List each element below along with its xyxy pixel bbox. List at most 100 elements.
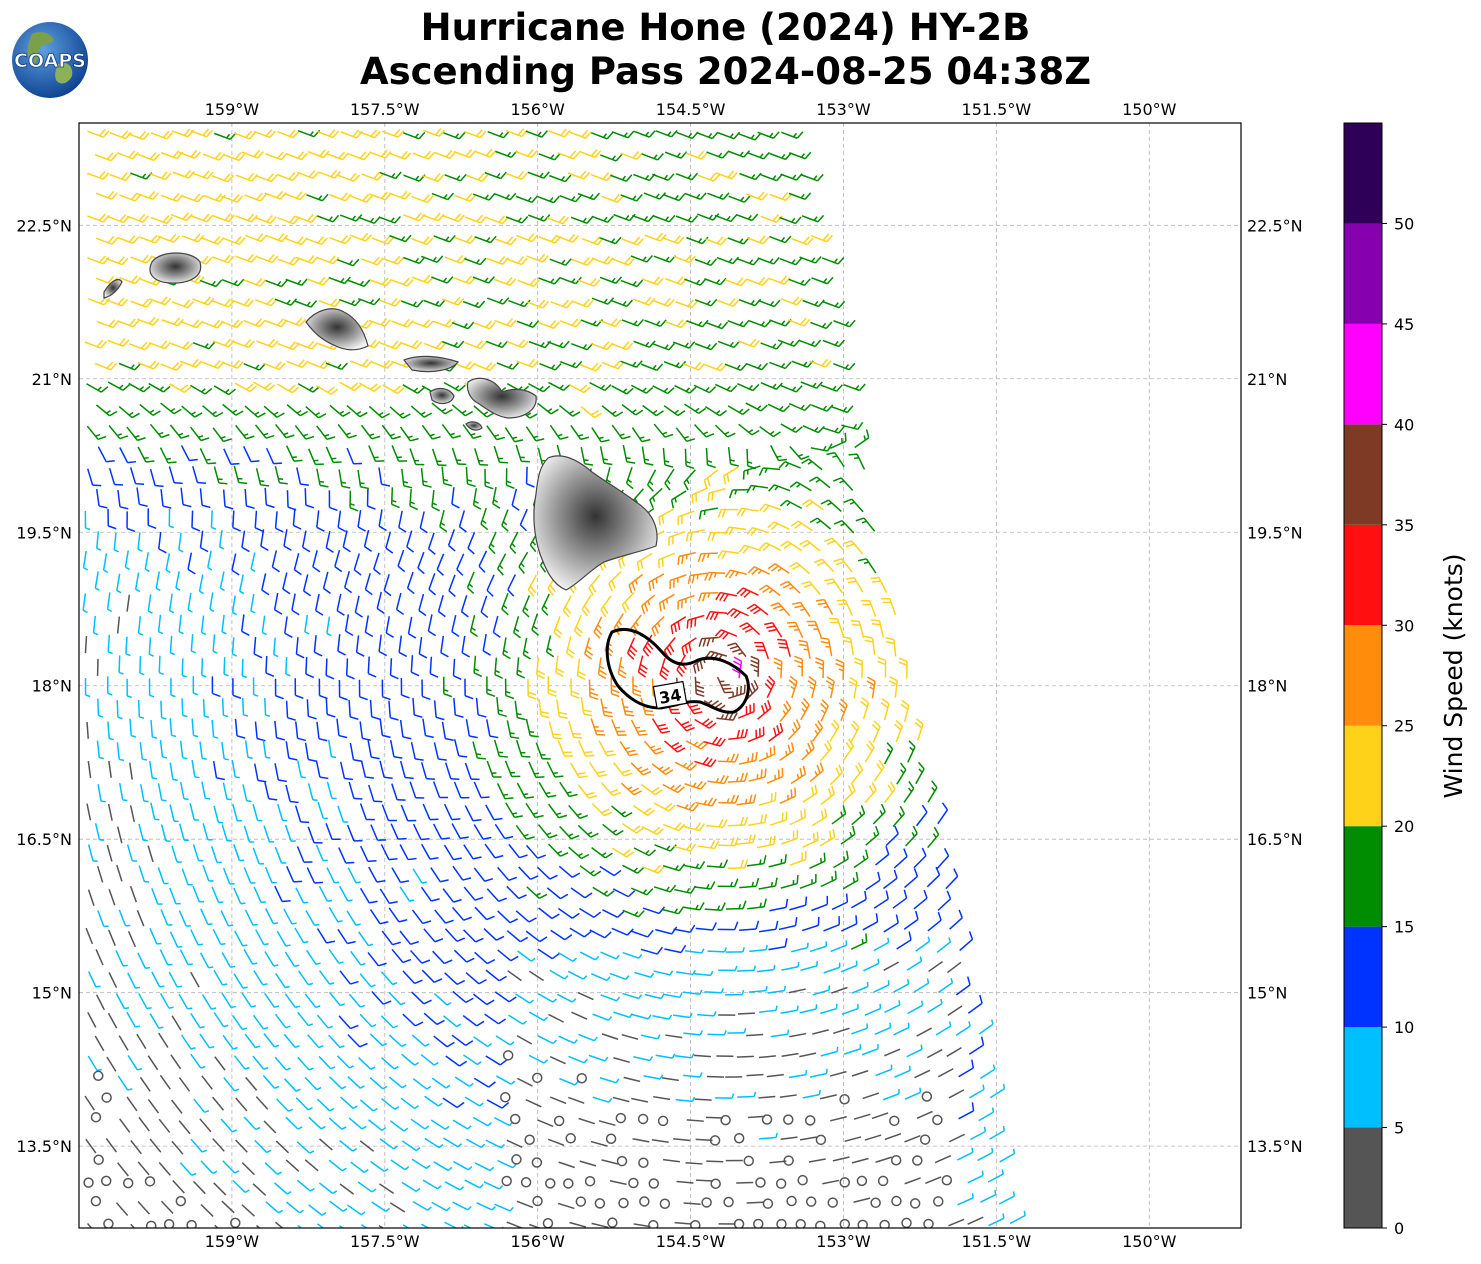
wind-barb	[674, 761, 698, 771]
wind-barb	[379, 718, 391, 739]
wind-barb	[297, 383, 321, 393]
wind-barb	[139, 1076, 151, 1092]
wind-barb	[830, 940, 848, 953]
wind-barb	[411, 319, 434, 329]
wind-barb	[423, 341, 447, 351]
wind-barb	[116, 826, 123, 844]
wind-barb	[371, 235, 394, 245]
wind-barb	[87, 128, 110, 138]
wind-barb	[799, 1052, 817, 1058]
wind-barb	[653, 214, 676, 223]
wind-barb	[87, 844, 98, 863]
wind-barb	[652, 1014, 673, 1020]
wind-barb	[537, 993, 557, 1003]
wind-barb	[934, 1155, 952, 1164]
wind-barb	[190, 1053, 206, 1069]
wind-barb	[745, 362, 769, 371]
wind-barb	[213, 1012, 229, 1028]
wind-barb	[697, 552, 719, 563]
wind-barb	[580, 697, 593, 717]
wind-barb	[759, 1132, 778, 1140]
wind-barb	[673, 1138, 691, 1142]
wind-barb	[906, 956, 923, 971]
wind-barb	[107, 803, 113, 821]
wind-barb	[571, 256, 594, 267]
wind-barb	[631, 1013, 652, 1020]
wind-barb	[641, 783, 663, 796]
wind-barb	[914, 1069, 931, 1079]
wind-barb	[632, 296, 656, 306]
wind-barb	[306, 867, 324, 884]
wind-barb	[870, 1197, 881, 1209]
wind-barb	[379, 297, 402, 307]
wind-barb	[674, 1221, 692, 1225]
wind-barb	[389, 658, 399, 680]
wind-barb	[525, 844, 546, 859]
wind-barb	[621, 823, 644, 834]
wind-barb	[379, 888, 398, 905]
wind-barb	[704, 362, 727, 372]
wind-barb	[264, 487, 275, 509]
wind-barb	[463, 1224, 473, 1228]
wind-barb	[368, 317, 391, 327]
wind-barb	[904, 1177, 921, 1185]
wind-barb	[97, 446, 115, 463]
wind-barb	[360, 424, 381, 440]
wind-barb	[805, 1196, 817, 1207]
wind-barb	[221, 278, 245, 287]
wind-barb	[273, 637, 279, 658]
wind-barb	[601, 360, 625, 370]
wind-barb	[407, 616, 417, 639]
wind-barb	[338, 847, 355, 864]
wind-barb	[485, 804, 503, 821]
wind-barb	[537, 319, 561, 329]
wind-barb	[367, 740, 380, 760]
wind-barb	[693, 384, 717, 394]
colorbar-tick-label: 50	[1394, 214, 1414, 233]
wind-barb	[327, 739, 337, 759]
wind-barb	[214, 1224, 219, 1228]
wind-barb	[85, 1138, 97, 1154]
wind-barb	[106, 844, 113, 862]
wind-barb	[840, 960, 858, 973]
lon-tick-label: 156°W	[511, 100, 566, 119]
wind-barb	[525, 930, 548, 943]
wind-barb	[715, 591, 738, 602]
wind-barb	[777, 339, 801, 347]
wind-barb	[345, 658, 355, 680]
wind-barb	[191, 510, 201, 532]
wind-barb	[789, 561, 811, 575]
wind-barb	[422, 128, 446, 138]
wind-barb	[370, 1160, 389, 1173]
wind-barb	[547, 843, 569, 857]
wind-barb	[921, 1091, 933, 1102]
wind-barb	[254, 297, 278, 307]
wind-barb	[336, 718, 348, 739]
wind-barb	[1009, 1210, 1026, 1225]
wind-barb	[222, 782, 232, 801]
wind-barb	[190, 929, 203, 946]
wind-barb	[378, 216, 401, 224]
wind-barb	[558, 1161, 575, 1169]
wind-barb	[357, 469, 370, 490]
wind-barb	[941, 1175, 953, 1186]
wind-barb	[633, 340, 656, 348]
wind-barb	[388, 907, 408, 923]
wind-barb	[786, 1195, 797, 1207]
wind-barb	[528, 761, 545, 779]
wind-barb	[411, 274, 435, 284]
wind-barb	[590, 1140, 608, 1147]
wind-barb	[385, 616, 395, 638]
wind-barb	[777, 638, 791, 657]
wind-barb	[347, 867, 361, 884]
wind-barb	[827, 1197, 838, 1208]
wind-barb	[453, 149, 476, 159]
wind-barb	[97, 698, 104, 718]
wind-barb	[884, 1133, 902, 1141]
wind-barb	[515, 825, 535, 840]
wind-barb	[157, 867, 169, 885]
wind-barb	[107, 214, 130, 224]
lat-tick-label: 16.5°N	[1247, 830, 1303, 849]
wind-barb	[754, 641, 770, 660]
wind-barb	[445, 1055, 468, 1067]
